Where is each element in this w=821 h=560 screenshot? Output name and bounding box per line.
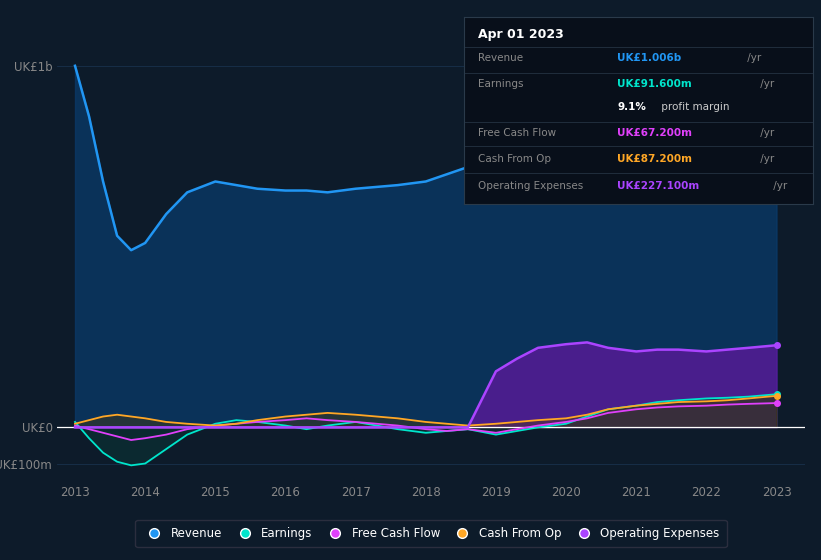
Text: UK£227.100m: UK£227.100m (617, 181, 699, 190)
Text: /yr: /yr (744, 53, 761, 63)
Text: 9.1%: 9.1% (617, 102, 646, 112)
Text: /yr: /yr (757, 128, 774, 138)
Legend: Revenue, Earnings, Free Cash Flow, Cash From Op, Operating Expenses: Revenue, Earnings, Free Cash Flow, Cash … (135, 520, 727, 547)
Text: Operating Expenses: Operating Expenses (478, 181, 583, 190)
Text: /yr: /yr (757, 80, 774, 90)
Text: Cash From Op: Cash From Op (478, 155, 551, 165)
Text: Earnings: Earnings (478, 80, 523, 90)
Text: profit margin: profit margin (658, 102, 729, 112)
Text: /yr: /yr (770, 181, 787, 190)
Text: Free Cash Flow: Free Cash Flow (478, 128, 556, 138)
Text: Apr 01 2023: Apr 01 2023 (478, 28, 563, 41)
Text: UK£1.006b: UK£1.006b (617, 53, 681, 63)
Text: /yr: /yr (757, 155, 774, 165)
Text: UK£67.200m: UK£67.200m (617, 128, 692, 138)
Text: Revenue: Revenue (478, 53, 523, 63)
Text: UK£91.600m: UK£91.600m (617, 80, 692, 90)
Text: UK£87.200m: UK£87.200m (617, 155, 692, 165)
